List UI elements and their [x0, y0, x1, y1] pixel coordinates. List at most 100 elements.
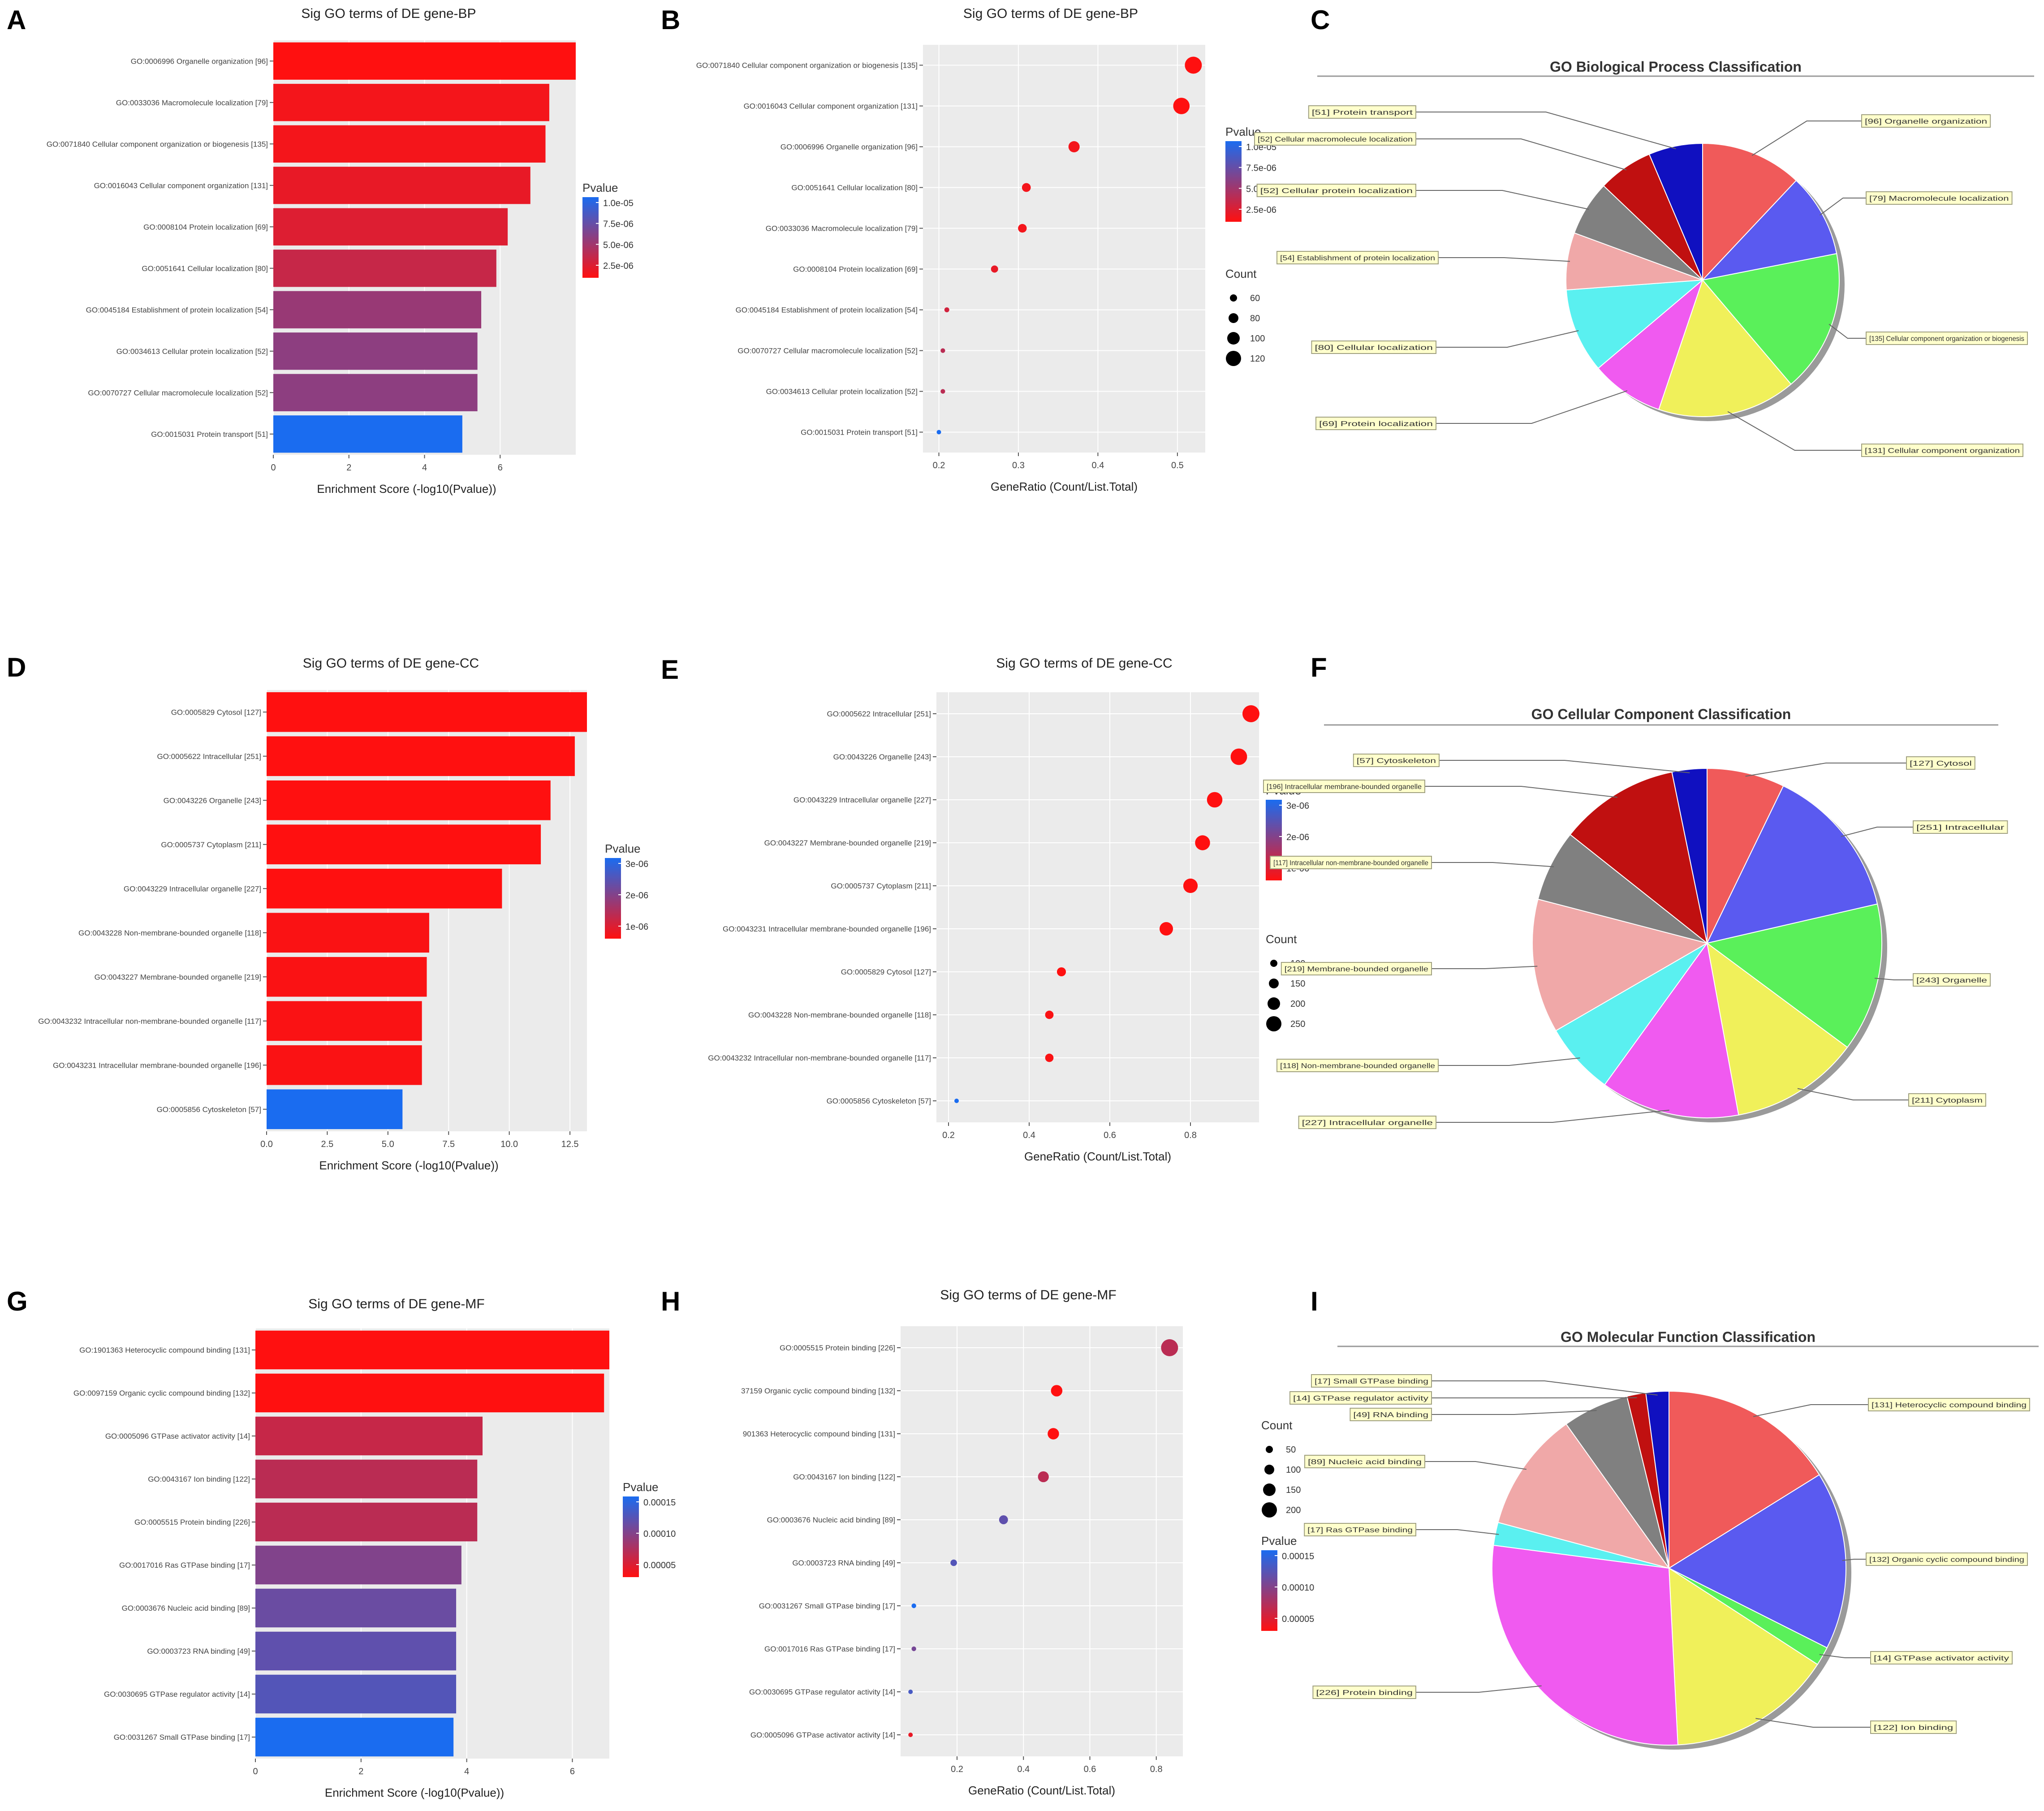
panel-label-G: G	[7, 1286, 28, 1316]
H-point	[1038, 1471, 1049, 1482]
A-colorbar-label: 2.5e-06	[603, 261, 634, 271]
C-leader-line	[1438, 258, 1570, 261]
B-xtick-label: 0.4	[1092, 461, 1104, 470]
F-slice-label: [227] Intracellular organelle	[1302, 1119, 1433, 1127]
F-leader-line	[1439, 760, 1690, 773]
B-xlabel: GeneRatio (Count/List.Total)	[991, 480, 1138, 493]
D-bar	[267, 957, 427, 997]
E-count-label: 250	[1290, 1019, 1305, 1029]
D-category-label: GO:0043229 Intracellular organelle [227]	[124, 884, 261, 893]
D-xtick-label: 2.5	[321, 1139, 334, 1149]
G-bar	[255, 1503, 477, 1541]
G-category-label: GO:0005515 Protein binding [226]	[134, 1518, 250, 1526]
D-category-label: GO:0005856 Cytoskeleton [57]	[157, 1105, 261, 1114]
chart-I: GO Molecular Function Classification[131…	[1290, 1329, 2039, 1750]
B-count-key	[1227, 332, 1240, 345]
B-xtick-label: 0.3	[1012, 461, 1025, 470]
I-slice-label: [17] Small GTPase binding	[1315, 1378, 1428, 1385]
D-title: Sig GO terms of DE gene-CC	[303, 656, 479, 671]
E-point	[1183, 879, 1198, 893]
E-point	[1160, 922, 1173, 936]
D-bar	[267, 692, 587, 732]
D-category-label: GO:0005622 Intracellular [251]	[157, 752, 261, 761]
H-count-key	[1262, 1502, 1277, 1518]
I-slice-label: [49] RNA binding	[1353, 1411, 1428, 1419]
A-bar	[273, 208, 508, 246]
F-slice-label: [118] Non-membrane-bounded organelle	[1280, 1062, 1435, 1070]
A-category-label: GO:0033036 Macromolecule localization [7…	[116, 99, 268, 107]
A-xlabel: Enrichment Score (-log10(Pvalue))	[317, 482, 496, 496]
H-category-label: 901363 Heterocyclic compound binding [13…	[743, 1430, 895, 1438]
H-xtick-label: 0.2	[951, 1764, 963, 1774]
H-count-title: Count	[1261, 1419, 1293, 1432]
E-category-label: GO:0005829 Cytosol [127]	[841, 968, 931, 976]
H-count-key	[1263, 1483, 1276, 1496]
G-category-label: GO:0043167 Ion binding [122]	[148, 1475, 250, 1483]
F-leader-line	[1425, 786, 1617, 797]
chart-C: GO Biological Process Classification[96]…	[1255, 59, 2034, 457]
F-slice-label: [127] Cytosol	[1910, 760, 1972, 768]
I-slice-label: [17] Ras GTPase binding	[1307, 1526, 1413, 1534]
G-colorbar-label: 0.00010	[643, 1529, 676, 1539]
E-point	[1242, 705, 1259, 722]
E-count-label: 150	[1290, 979, 1305, 989]
G-bar	[255, 1632, 456, 1670]
A-xtick-label: 2	[346, 463, 351, 473]
B-category-label: GO:0006996 Organelle organization [96]	[781, 143, 918, 151]
B-point	[1022, 183, 1031, 192]
B-count-key	[1229, 313, 1238, 323]
panel-label-B: B	[661, 5, 680, 35]
B-category-label: GO:0051641 Cellular localization [80]	[791, 184, 918, 192]
I-leader-line	[1432, 1410, 1597, 1414]
I-leader-line	[1753, 1405, 1868, 1417]
E-xlabel: GeneRatio (Count/List.Total)	[1024, 1150, 1171, 1163]
E-category-label: GO:0043232 Intracellular non-membrane-bo…	[708, 1054, 931, 1062]
G-category-label: GO:0097159 Organic cyclic compound bindi…	[73, 1389, 250, 1397]
H-count-label: 50	[1286, 1445, 1296, 1455]
B-point	[1173, 98, 1190, 114]
H-category-label: GO:0017016 Ras GTPase binding [17]	[764, 1645, 895, 1653]
A-bar	[273, 291, 481, 328]
H-point	[1048, 1428, 1059, 1439]
I-leader-line	[1416, 1686, 1542, 1692]
E-point	[1045, 1011, 1054, 1019]
F-slice-label: [196] Intracellular membrane-bounded org…	[1267, 783, 1422, 791]
H-xlabel: GeneRatio (Count/List.Total)	[968, 1784, 1115, 1797]
D-bar	[267, 1045, 422, 1085]
B-point	[940, 348, 945, 353]
H-count-label: 150	[1286, 1485, 1301, 1495]
D-category-label: GO:0043231 Intracellular membrane-bounde…	[53, 1061, 261, 1069]
G-colorbar-label: 0.00005	[643, 1561, 676, 1570]
E-colorbar-label: 2e-06	[1286, 832, 1309, 842]
B-count-label: 100	[1250, 334, 1265, 344]
B-xtick-label: 0.5	[1171, 461, 1184, 470]
panel-label-E: E	[661, 655, 679, 685]
A-category-label: GO:0071840 Cellular component organizati…	[47, 140, 268, 148]
G-colorbar-label: 0.00015	[643, 1498, 676, 1508]
G-bar	[255, 1374, 604, 1412]
H-point	[908, 1733, 913, 1737]
G-category-label: GO:0003676 Nucleic acid binding [89]	[122, 1604, 250, 1613]
E-count-title: Count	[1266, 932, 1297, 946]
C-leader-line	[1752, 121, 1862, 155]
G-xtick-label: 6	[570, 1767, 575, 1777]
H-point	[950, 1560, 957, 1566]
D-bar	[267, 1001, 422, 1041]
H-count-key	[1266, 1446, 1273, 1453]
chart-F: GO Cellular Component Classification[127…	[1263, 706, 2007, 1129]
D-category-label: GO:0005829 Cytosol [127]	[171, 708, 261, 716]
E-point	[1207, 792, 1223, 808]
C-slice-label: [80] Cellular localization	[1315, 344, 1433, 352]
I-leader-line	[1425, 1462, 1527, 1469]
C-leader-line	[1820, 198, 1866, 215]
F-slice-label: [57] Cytoskeleton	[1357, 757, 1436, 765]
B-category-label: GO:0016043 Cellular component organizati…	[744, 102, 918, 111]
C-leader-line	[1436, 331, 1578, 347]
G-xtick-label: 2	[358, 1767, 363, 1777]
A-colorbar-label: 1.0e-05	[603, 198, 634, 208]
